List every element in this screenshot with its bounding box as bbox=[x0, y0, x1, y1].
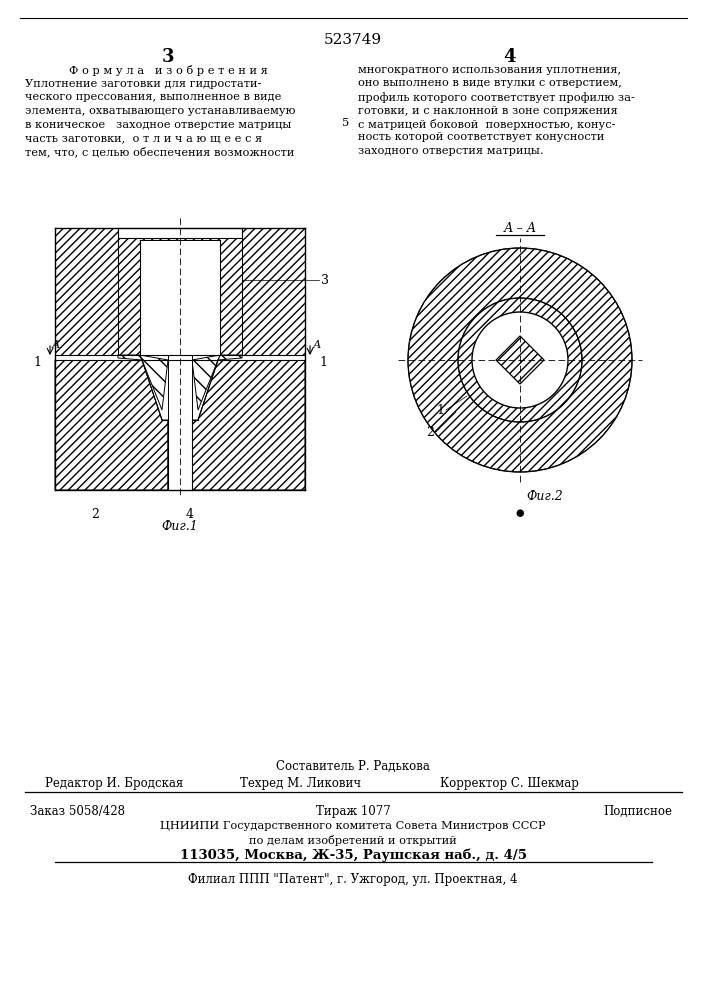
Polygon shape bbox=[192, 360, 305, 490]
Text: Фиг.2: Фиг.2 bbox=[527, 490, 563, 503]
Text: Составитель Р. Радькова: Составитель Р. Радькова bbox=[276, 760, 430, 773]
Polygon shape bbox=[496, 336, 544, 384]
Polygon shape bbox=[192, 355, 220, 410]
Text: 1: 1 bbox=[319, 356, 327, 368]
Text: 1: 1 bbox=[436, 403, 444, 416]
Text: Техред М. Ликович: Техред М. Ликович bbox=[240, 777, 361, 790]
Text: 2: 2 bbox=[426, 426, 434, 438]
Text: 523749: 523749 bbox=[324, 33, 382, 47]
Text: 113035, Москва, Ж-35, Раушская наб., д. 4/5: 113035, Москва, Ж-35, Раушская наб., д. … bbox=[180, 848, 527, 861]
Text: А: А bbox=[313, 340, 322, 350]
Text: Заказ 5058/428: Заказ 5058/428 bbox=[30, 805, 125, 818]
Text: готовки, и с наклонной в зоне сопряжения: готовки, и с наклонной в зоне сопряжения bbox=[358, 105, 618, 115]
Text: 1: 1 bbox=[33, 356, 41, 368]
Text: 3: 3 bbox=[162, 48, 174, 66]
Text: Ф о р м у л а   и з о б р е т е н и я: Ф о р м у л а и з о б р е т е н и я bbox=[69, 65, 267, 76]
Polygon shape bbox=[55, 360, 168, 490]
Text: Фиг.1: Фиг.1 bbox=[162, 520, 199, 533]
Text: оно выполнено в виде втулки с отверстием,: оно выполнено в виде втулки с отверстием… bbox=[358, 79, 622, 89]
Text: с матрицей боковой  поверхностью, конус-: с матрицей боковой поверхностью, конус- bbox=[358, 119, 616, 130]
Text: 4: 4 bbox=[504, 48, 516, 66]
Polygon shape bbox=[140, 240, 220, 355]
Text: Уплотнение заготовки для гидростати-: Уплотнение заготовки для гидростати- bbox=[25, 79, 262, 89]
Circle shape bbox=[458, 298, 582, 422]
Text: Тираж 1077: Тираж 1077 bbox=[315, 805, 390, 818]
Polygon shape bbox=[55, 228, 118, 355]
Text: по делам изобретений и открытий: по делам изобретений и открытий bbox=[249, 835, 457, 846]
Text: в коническое   заходное отверстие матрицы: в коническое заходное отверстие матрицы bbox=[25, 119, 291, 129]
Polygon shape bbox=[140, 240, 220, 355]
Text: 3: 3 bbox=[321, 273, 329, 286]
Polygon shape bbox=[242, 228, 305, 355]
Text: 5: 5 bbox=[342, 118, 350, 128]
Text: ческого прессования, выполненное в виде: ческого прессования, выполненное в виде bbox=[25, 93, 281, 103]
Polygon shape bbox=[168, 355, 192, 490]
Polygon shape bbox=[118, 355, 142, 360]
Text: ЦНИИПИ Государственного комитета Совета Министров СССР: ЦНИИПИ Государственного комитета Совета … bbox=[160, 821, 546, 831]
Text: Корректор С. Шекмар: Корректор С. Шекмар bbox=[440, 777, 579, 790]
Polygon shape bbox=[218, 355, 242, 360]
Text: 2: 2 bbox=[91, 508, 99, 521]
Polygon shape bbox=[118, 238, 242, 355]
Text: Филиал ППП "Патент", г. Ужгород, ул. Проектная, 4: Филиал ППП "Патент", г. Ужгород, ул. Про… bbox=[188, 873, 518, 886]
Text: А – А: А – А bbox=[503, 222, 537, 235]
Text: многократного использования уплотнения,: многократного использования уплотнения, bbox=[358, 65, 621, 75]
Polygon shape bbox=[140, 355, 168, 410]
Text: Подписное: Подписное bbox=[603, 805, 672, 818]
Polygon shape bbox=[55, 355, 305, 360]
Polygon shape bbox=[142, 360, 218, 490]
Text: ●: ● bbox=[515, 508, 525, 518]
Polygon shape bbox=[118, 228, 242, 238]
Text: тем, что, с целью обеспечения возможности: тем, что, с целью обеспечения возможност… bbox=[25, 146, 294, 157]
Circle shape bbox=[408, 248, 632, 472]
Text: А: А bbox=[52, 340, 60, 350]
Text: Редактор И. Бродская: Редактор И. Бродская bbox=[45, 777, 183, 790]
Circle shape bbox=[472, 312, 568, 408]
Text: часть заготовки,  о т л и ч а ю щ е е с я: часть заготовки, о т л и ч а ю щ е е с я bbox=[25, 133, 262, 143]
Text: заходного отверстия матрицы.: заходного отверстия матрицы. bbox=[358, 146, 544, 156]
Text: ность которой соответствует конусности: ность которой соответствует конусности bbox=[358, 132, 604, 142]
Text: профиль которого соответствует профилю за-: профиль которого соответствует профилю з… bbox=[358, 92, 635, 103]
Text: элемента, охватывающего устанавливаемую: элемента, охватывающего устанавливаемую bbox=[25, 106, 296, 116]
Text: 4: 4 bbox=[186, 508, 194, 521]
